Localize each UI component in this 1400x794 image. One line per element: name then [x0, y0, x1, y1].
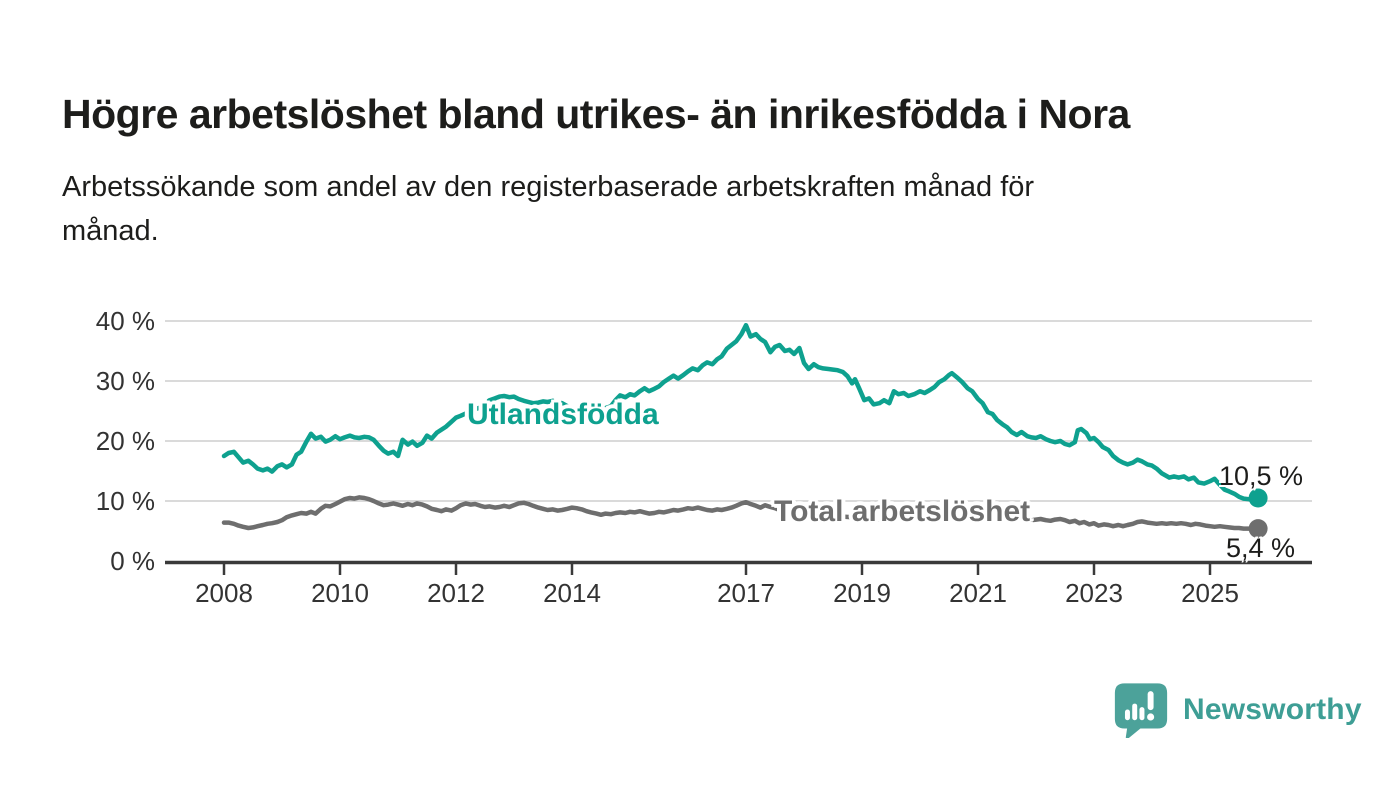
x-tick-label-2023: 2023: [1065, 578, 1123, 608]
chart-subtitle-line-1: Arbetssökande som andel av den registerb…: [62, 171, 1035, 203]
x-tick-label-2008: 2008: [195, 578, 253, 608]
series-line-0: [221, 322, 1261, 502]
x-tick-label-2021: 2021: [949, 578, 1007, 608]
x-tick-label-2010: 2010: [311, 578, 369, 608]
x-tick-label-2025: 2025: [1181, 578, 1239, 608]
series-label-utlandsfodda: Utlandsfödda: [467, 398, 659, 431]
y-tick-label-20: 20 %: [95, 426, 155, 456]
y-tick-label-40: 40 %: [95, 306, 155, 336]
x-tick-label-2017: 2017: [717, 578, 775, 608]
series-end-dot-0: [1248, 488, 1268, 508]
end-value-label-total: 5,4 %: [1226, 533, 1296, 563]
x-tick-label-2012: 2012: [427, 578, 485, 608]
page-title: Högre arbetslöshet bland utrikes- än inr…: [62, 91, 1130, 138]
y-tick-label-10: 10 %: [95, 486, 155, 516]
y-tick-label-30: 30 %: [95, 366, 155, 396]
series-line-1: [221, 495, 1261, 531]
speech-bubble-bar-chart-icon: [1114, 683, 1168, 738]
newsworthy-logo: Newsworthy: [1112, 681, 1362, 738]
newsworthy-wordmark: Newsworthy: [1183, 692, 1362, 726]
chart-subtitle: Arbetssökande som andel av den registerb…: [62, 165, 1034, 253]
y-tick-label-0: 0 %: [110, 546, 155, 576]
chart-subtitle-line-2: månad.: [62, 215, 159, 247]
x-tick-label-2019: 2019: [833, 578, 891, 608]
series-label-total-arbetsloshet: Total arbetslöshet: [774, 495, 1031, 528]
end-value-label-utlandsfodda: 10,5 %: [1219, 461, 1304, 491]
x-tick-label-2014: 2014: [543, 578, 601, 608]
series-end-dot-1: [1248, 519, 1268, 539]
